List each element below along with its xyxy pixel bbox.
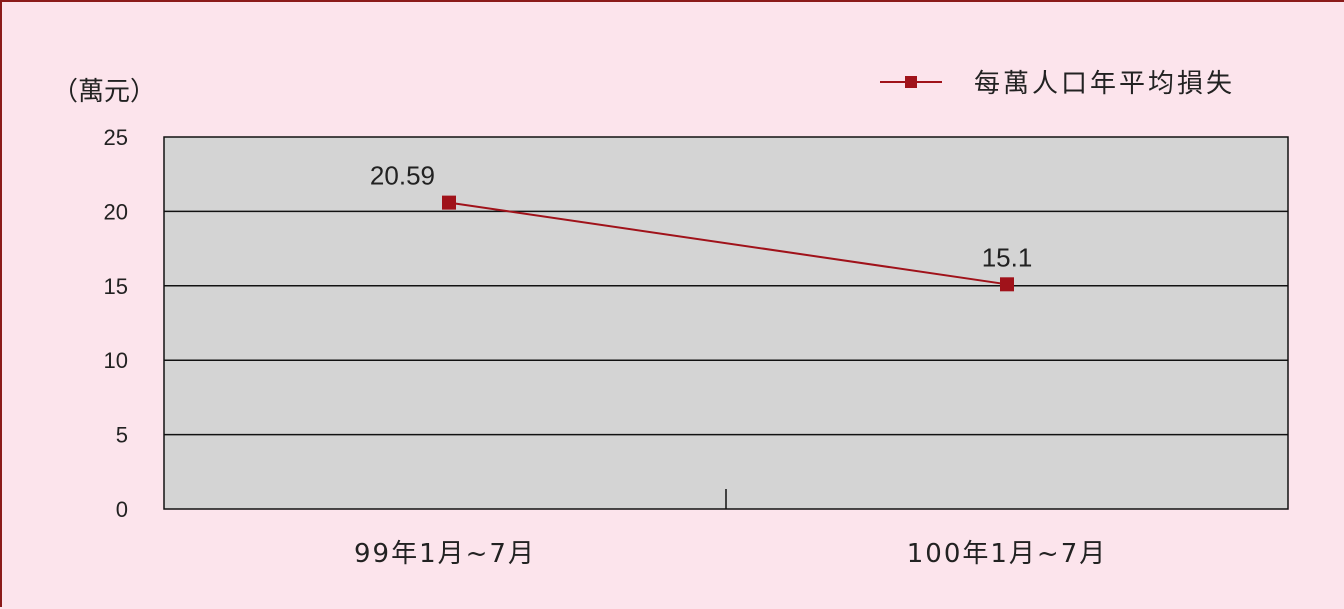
x-tick-label: 100年1月~7月 (907, 539, 1108, 569)
gridlines (164, 210, 1288, 436)
legend-marker-swatch (905, 76, 917, 88)
y-tick-label: 5 (116, 423, 128, 448)
y-tick-label: 20 (104, 199, 128, 224)
data-label: 20.59 (370, 161, 435, 191)
x-tick-label: 99年1月~7月 (354, 539, 536, 569)
y-tick-label: 0 (116, 497, 128, 522)
series-line (448, 201, 1008, 286)
y-axis-ticks: 0 5 10 15 20 25 (104, 125, 128, 522)
data-label: 15.1 (982, 242, 1033, 272)
legend-series-label: 每萬人口年平均損失 (974, 69, 1235, 99)
x-axis-ticks: 99年1月~7月 100年1月~7月 (354, 489, 1108, 569)
y-tick-label: 25 (104, 125, 128, 150)
data-point-marker (442, 195, 456, 210)
series-layer: 20.59 15.1 (370, 161, 1032, 292)
y-unit-label: （萬元） (52, 77, 156, 107)
y-tick-label: 15 (104, 274, 128, 299)
y-tick-label: 10 (104, 348, 128, 373)
data-point-marker (1000, 277, 1014, 292)
legend: 每萬人口年平均損失 (880, 69, 1235, 99)
plot-area (163, 136, 1289, 510)
